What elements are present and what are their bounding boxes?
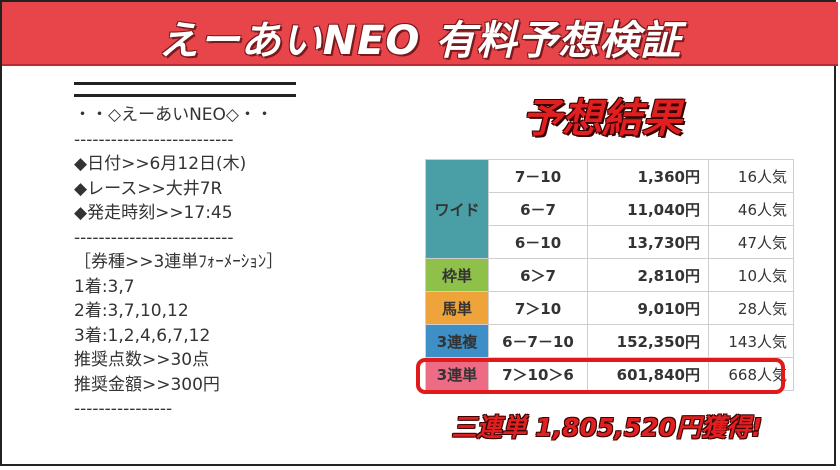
prediction-line: ◆発走時刻>>17:45 — [74, 203, 233, 223]
combination-cell: 6＞7 — [488, 258, 588, 292]
prediction-line: 1着:3,7 — [74, 276, 135, 297]
table-row: 3連複 6－7－10 152,350円 143人気 — [425, 324, 794, 358]
table-row: 枠単 6＞7 2,810円 10人気 — [425, 258, 794, 292]
bet-type-cell: 3連単 — [425, 357, 489, 391]
table-row: 馬単 7＞10 9,010円 28人気 — [425, 291, 794, 325]
payout-cell: 1,360円 — [587, 159, 709, 193]
combination-cell: 6－7 — [488, 192, 588, 226]
payout-cell: 152,350円 — [587, 324, 709, 358]
prediction-line: ・・◇えーあいNEO◇・・ — [74, 105, 273, 125]
popularity-cell: 46人気 — [708, 192, 794, 226]
result-table: ワイド 7－10 1,360円 16人気 6－7 11,040円 46人気 6－… — [425, 159, 794, 391]
table-row: 6－7 11,040円 46人気 — [426, 192, 794, 226]
banner-title: えーあいNEO 有料予想検証 — [158, 18, 682, 64]
combination-cell: 6－10 — [488, 225, 588, 259]
popularity-cell: 47人気 — [708, 225, 794, 259]
prediction-text: ・・◇えーあいNEO◇・・ --------------------------… — [74, 82, 374, 422]
prediction-line: ［券種>>3連単ﾌｫｰﾒｰｼｮﾝ］ — [74, 252, 284, 272]
prediction-line: ◆日付>>6月12日(木) — [74, 154, 247, 174]
combination-cell: 7－10 — [488, 159, 588, 193]
popularity-cell: 10人気 — [708, 258, 794, 292]
popularity-cell: 28人気 — [708, 291, 794, 325]
payout-cell: 2,810円 — [587, 258, 709, 292]
bet-type-cell: 馬単 — [425, 291, 489, 325]
prediction-line: 3着:1,2,4,6,7,12 — [74, 325, 211, 346]
prediction-line: -------------------------- — [74, 227, 234, 248]
payout-cell: 601,840円 — [587, 357, 709, 391]
payout-cell: 11,040円 — [587, 192, 709, 226]
result-title: 予想結果 — [522, 96, 682, 142]
bet-type-cell: 枠単 — [425, 258, 489, 292]
popularity-cell: 16人気 — [708, 159, 794, 193]
prediction-line: 2着:3,7,10,12 — [74, 301, 189, 321]
payout-cell: 9,010円 — [587, 291, 709, 325]
prediction-line: ◆レース>>大井7R — [74, 178, 223, 199]
table-row: ワイド 7－10 1,360円 16人気 — [425, 159, 794, 259]
table-row: 6－10 13,730円 47人気 — [426, 225, 794, 259]
popularity-cell: 143人気 — [708, 324, 794, 358]
combination-cell: 7＞10 — [488, 291, 588, 325]
prediction-line: -------------------------- — [74, 129, 234, 150]
prediction-line: 推奨点数>>30点 — [74, 350, 210, 370]
prediction-line: 推奨金額>>300円 — [74, 374, 220, 395]
header-banner: えーあいNEO 有料予想検証 — [2, 2, 838, 66]
bet-type-cell: ワイド — [425, 159, 489, 259]
win-announcement: 三連単 1,805,520円獲得! — [451, 413, 763, 442]
payout-cell: 13,730円 — [587, 225, 709, 259]
double-rule — [74, 82, 296, 97]
prediction-line: ---------------- — [74, 399, 173, 419]
winning-row-highlight — [416, 358, 785, 394]
bet-type-cell: 3連複 — [425, 324, 489, 358]
combination-cell: 6－7－10 — [488, 324, 588, 358]
